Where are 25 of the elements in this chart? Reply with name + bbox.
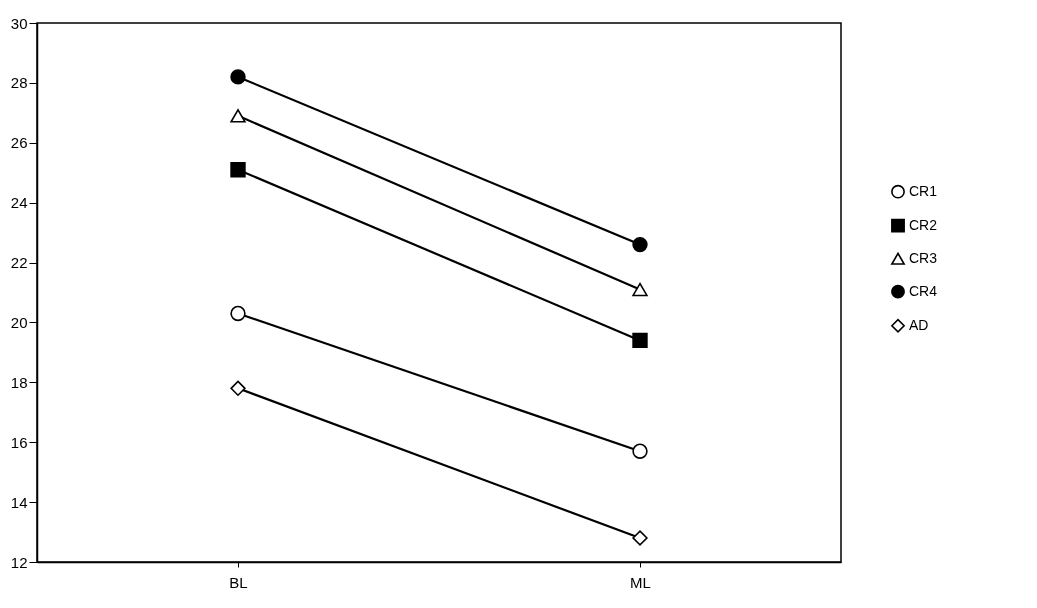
point — [230, 69, 246, 85]
point — [230, 380, 246, 397]
point — [632, 332, 648, 349]
point — [230, 162, 246, 178]
legend-label: CR4 — [909, 282, 938, 299]
legend-label: CR1 — [909, 182, 938, 199]
legend-label: CR3 — [909, 249, 938, 266]
y-tick-label: 22 — [10, 254, 28, 272]
point — [632, 443, 648, 459]
y-tick-label: 18 — [10, 373, 28, 391]
x-tick-label: BL — [229, 573, 248, 591]
y-tick-label: 28 — [10, 74, 28, 92]
point — [632, 530, 648, 546]
legend-label: AD — [909, 316, 929, 333]
point — [230, 305, 246, 322]
point — [632, 236, 648, 253]
y-tick-label: 30 — [10, 14, 28, 32]
y-tick-label: 24 — [10, 194, 28, 212]
y-tick-label: 20 — [10, 313, 28, 331]
legend-label: CR2 — [909, 216, 938, 233]
x-tick-label: ML — [630, 573, 651, 591]
y-tick-label: 14 — [10, 493, 28, 511]
y-tick-label: 16 — [10, 433, 28, 451]
y-tick-label: 26 — [10, 134, 28, 152]
y-tick-label: 12 — [10, 553, 28, 571]
